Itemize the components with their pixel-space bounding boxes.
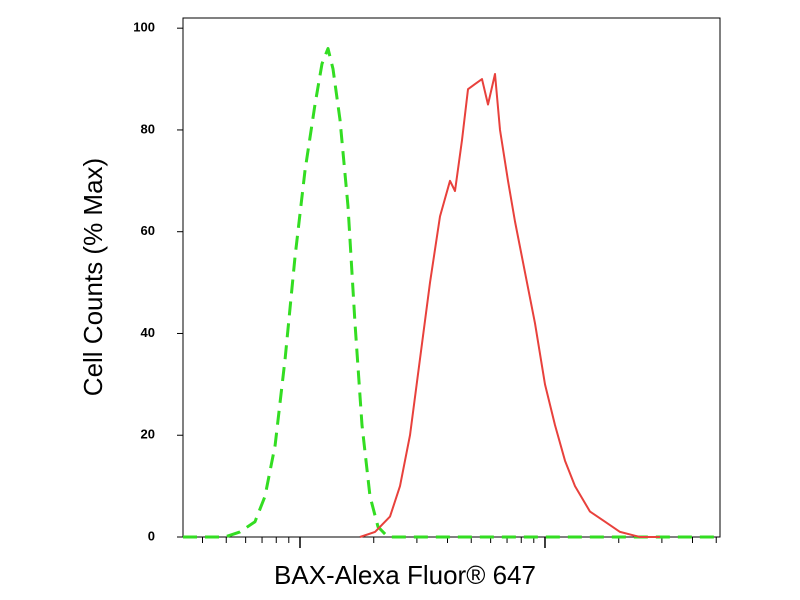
- y-tick-label: 40: [141, 325, 155, 340]
- x-axis-label: BAX-Alexa Fluor® 647: [274, 560, 536, 590]
- histogram-line: [359, 73, 660, 538]
- plot-frame: [182, 17, 721, 538]
- y-tick-label: 0: [148, 528, 155, 543]
- y-axis-label: Cell Counts (% Max): [78, 158, 108, 396]
- y-tick-label: 60: [141, 223, 155, 238]
- y-tick-label: 20: [141, 427, 155, 442]
- y-tick-label: 80: [141, 121, 155, 136]
- y-tick-label: 100: [133, 20, 155, 35]
- histogram-line: [183, 47, 720, 539]
